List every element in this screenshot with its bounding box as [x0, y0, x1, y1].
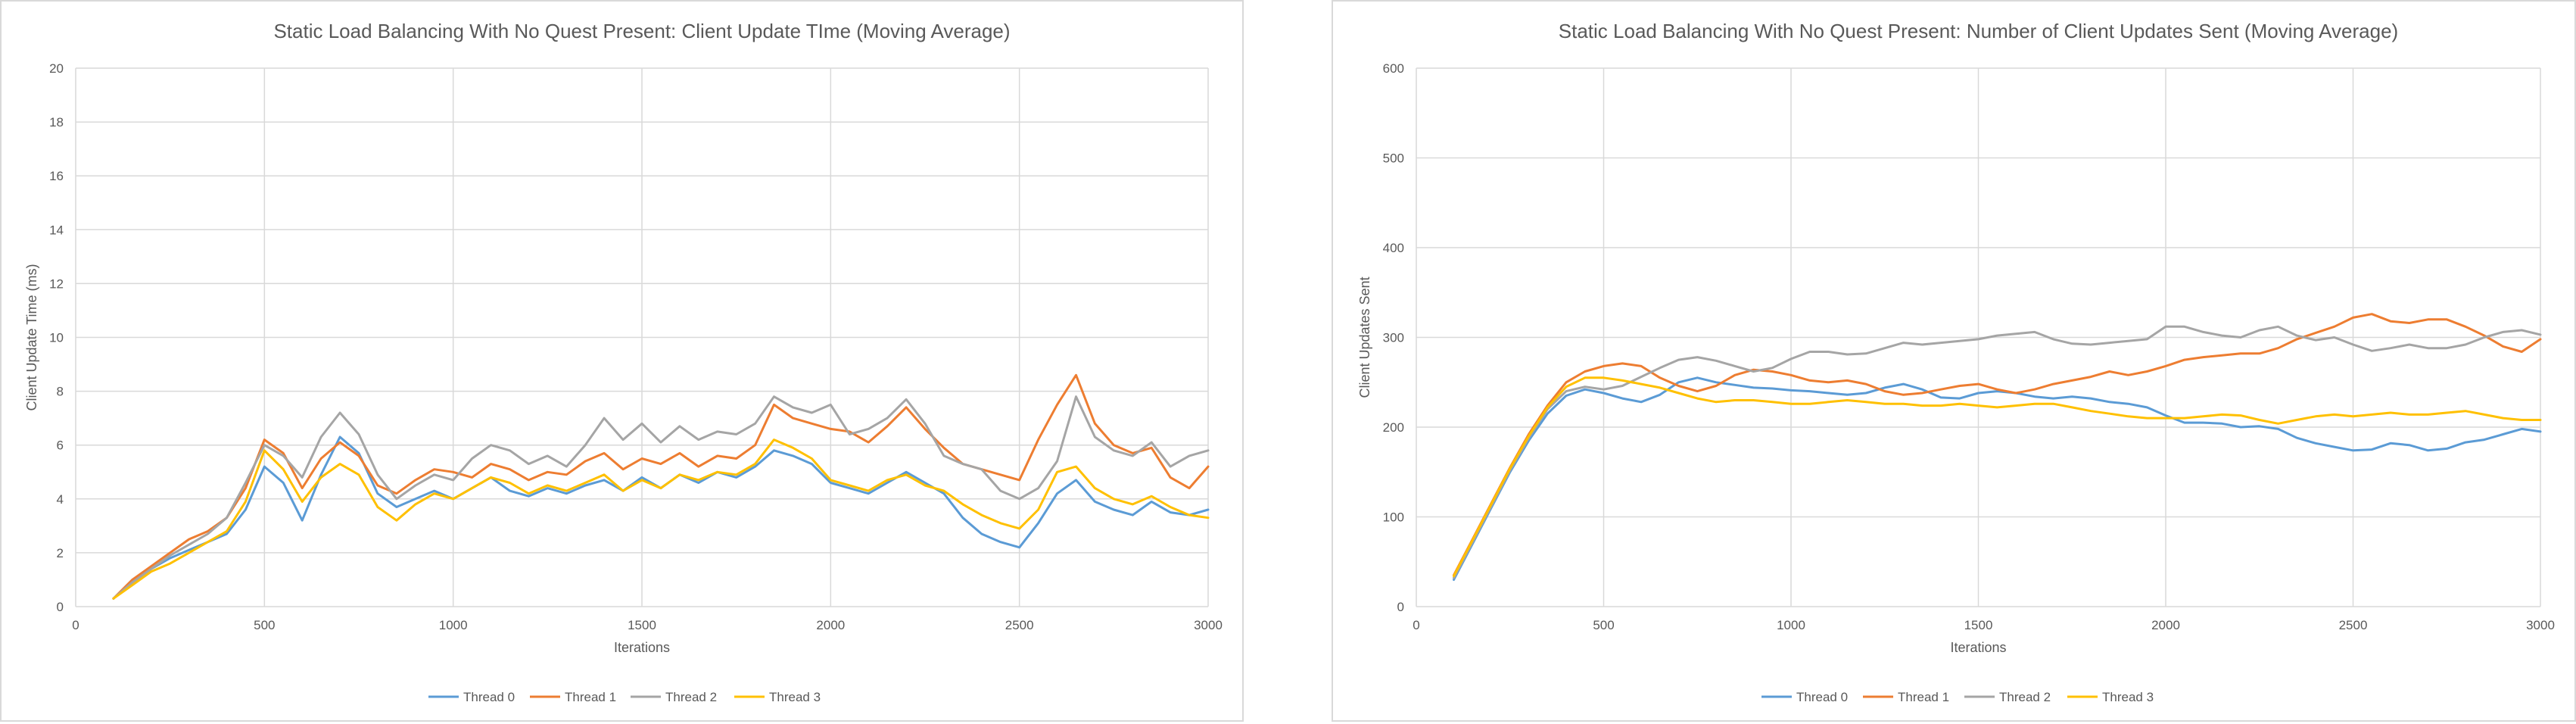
y-tick-label: 0 — [57, 600, 64, 614]
legend-label-thread-1: Thread 1 — [565, 690, 616, 704]
y-tick-label: 400 — [1383, 241, 1404, 255]
gridlines — [75, 67, 1209, 607]
y-tick-label: 20 — [49, 61, 64, 76]
series-line-thread-1 — [112, 373, 1210, 600]
y-axis-title: Client Update Time (ms) — [24, 264, 39, 410]
x-tick-label: 3000 — [1194, 618, 1223, 632]
y-tick-label: 300 — [1383, 331, 1404, 345]
legend-label-thread-2: Thread 2 — [665, 690, 717, 704]
legend-label-thread-0: Thread 0 — [1796, 690, 1848, 704]
y-tick-label: 18 — [49, 115, 64, 130]
x-tick-label: 2000 — [2151, 618, 2180, 632]
series-line-thread-0 — [1453, 376, 2542, 581]
series-line-thread-3 — [1453, 376, 2542, 578]
series-line-thread-2 — [112, 395, 1210, 600]
series-line-thread-3 — [112, 438, 1210, 600]
y-tick-label: 100 — [1383, 510, 1404, 525]
x-tick-label: 3000 — [2526, 618, 2555, 632]
legend-label-thread-2: Thread 2 — [1999, 690, 2051, 704]
x-axis-title: Iterations — [1950, 640, 2006, 655]
gridlines — [1416, 67, 2541, 607]
y-tick-label: 12 — [49, 276, 64, 291]
x-tick-label: 1000 — [1777, 618, 1805, 632]
y-tick-label: 600 — [1383, 61, 1404, 76]
x-tick-label: 500 — [254, 618, 275, 632]
chart-title: Static Load Balancing With No Quest Pres… — [1559, 20, 2398, 42]
legend: Thread 0 Thread 1 Thread 2 Thread 3 — [1761, 690, 2154, 704]
y-tick-label: 6 — [57, 438, 64, 453]
y-tick-label: 500 — [1383, 151, 1404, 166]
legend-label-thread-3: Thread 3 — [769, 690, 821, 704]
y-tick-label: 0 — [1397, 600, 1404, 614]
y-tick-label: 8 — [57, 385, 64, 399]
chart-panel-client-updates-sent: Static Load Balancing With No Quest Pres… — [1332, 0, 2576, 722]
chart-panel-client-update-time: Static Load Balancing With No Quest Pres… — [0, 0, 1244, 722]
y-tick-label: 10 — [49, 331, 64, 345]
x-axis-title: Iterations — [614, 640, 670, 655]
y-tick-label: 200 — [1383, 420, 1404, 435]
series-line-thread-1 — [1453, 313, 2542, 576]
y-axis-title: Client Updates Sent — [1357, 276, 1372, 398]
x-tick-label: 2000 — [816, 618, 845, 632]
chart-client-updates-sent: Static Load Balancing With No Quest Pres… — [1357, 20, 2555, 704]
legend-label-thread-0: Thread 0 — [463, 690, 515, 704]
series-line-thread-0 — [112, 435, 1210, 600]
legend: Thread 0 Thread 1 Thread 2 Thread 3 — [428, 690, 821, 704]
chart-title: Static Load Balancing With No Quest Pres… — [273, 20, 1010, 42]
x-tick-label: 0 — [1413, 618, 1419, 632]
legend-label-thread-1: Thread 1 — [1898, 690, 1949, 704]
legend-label-thread-3: Thread 3 — [2102, 690, 2154, 704]
series-line-thread-2 — [1453, 325, 2542, 579]
x-tick-label: 1000 — [439, 618, 468, 632]
x-tick-label: 2500 — [1005, 618, 1034, 632]
x-tick-label: 500 — [1593, 618, 1614, 632]
chart-client-update-time: Static Load Balancing With No Quest Pres… — [24, 20, 1223, 704]
y-tick-label: 2 — [57, 546, 64, 560]
x-tick-label: 1500 — [628, 618, 656, 632]
y-tick-label: 14 — [49, 223, 64, 237]
x-tick-label: 2500 — [2339, 618, 2368, 632]
y-tick-label: 4 — [57, 492, 64, 507]
x-tick-label: 0 — [72, 618, 79, 632]
y-tick-label: 16 — [49, 169, 64, 183]
x-tick-label: 1500 — [1964, 618, 1993, 632]
